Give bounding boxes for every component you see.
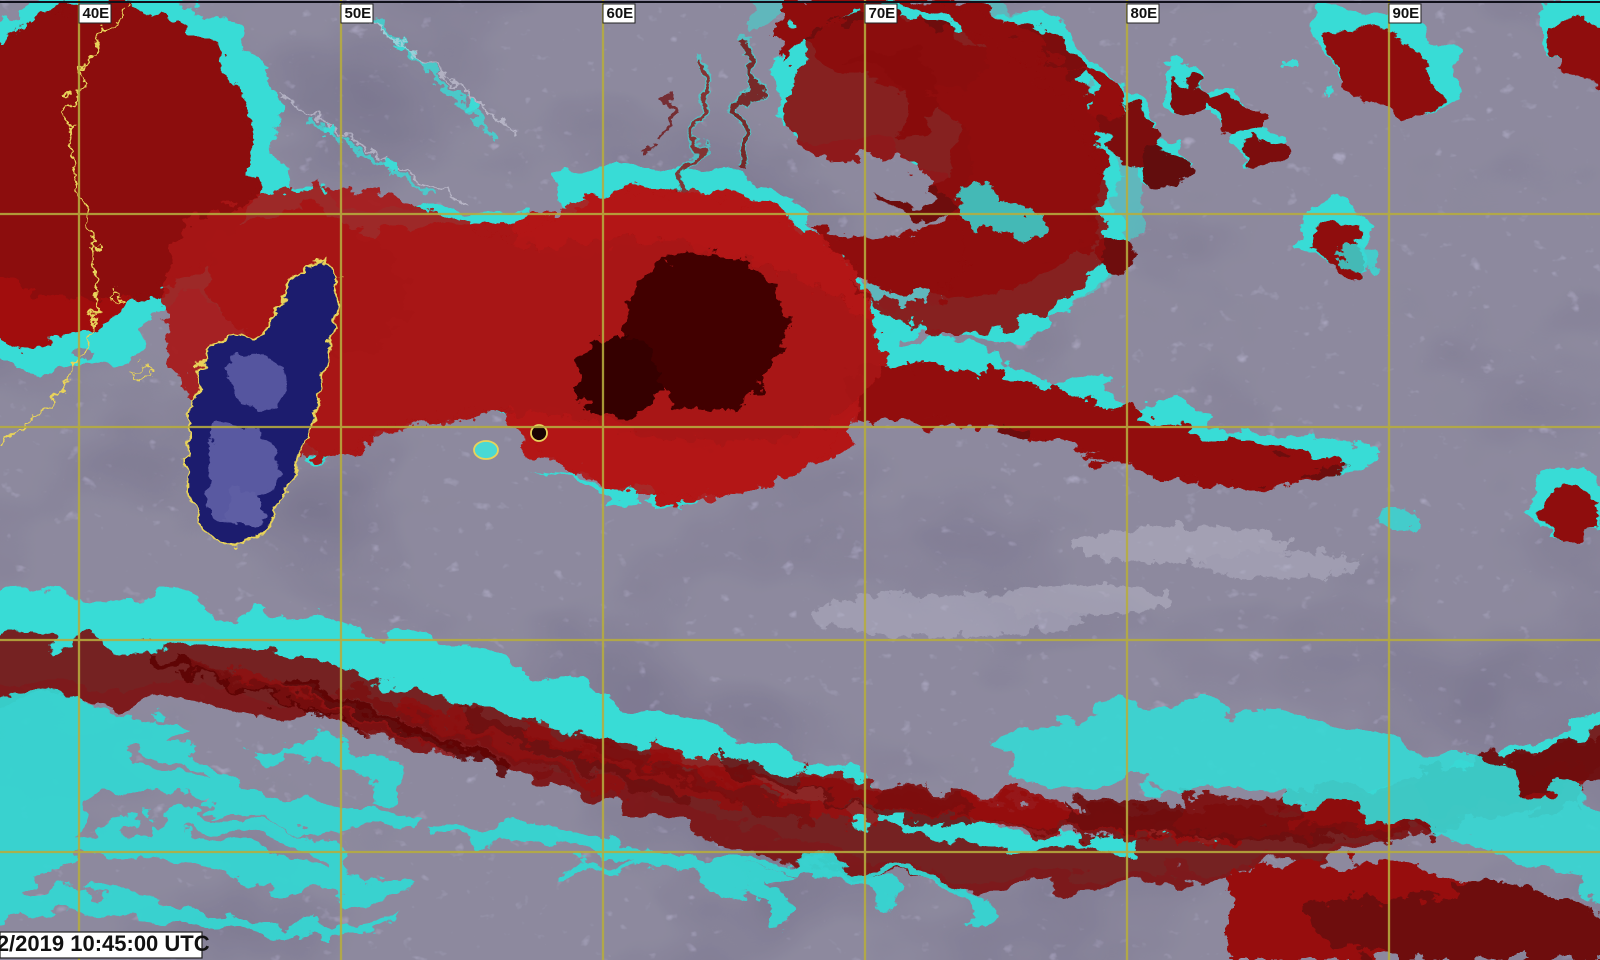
svg-text:70E: 70E bbox=[869, 5, 896, 22]
svg-text:80E: 80E bbox=[1131, 5, 1158, 22]
svg-text:50E: 50E bbox=[345, 5, 372, 22]
svg-text:90E: 90E bbox=[1393, 5, 1420, 22]
svg-text:60E: 60E bbox=[607, 5, 634, 22]
svg-text:40E: 40E bbox=[83, 5, 110, 22]
svg-text:12/22/2019 10:45:00 UTC: 12/22/2019 10:45:00 UTC bbox=[0, 931, 210, 956]
